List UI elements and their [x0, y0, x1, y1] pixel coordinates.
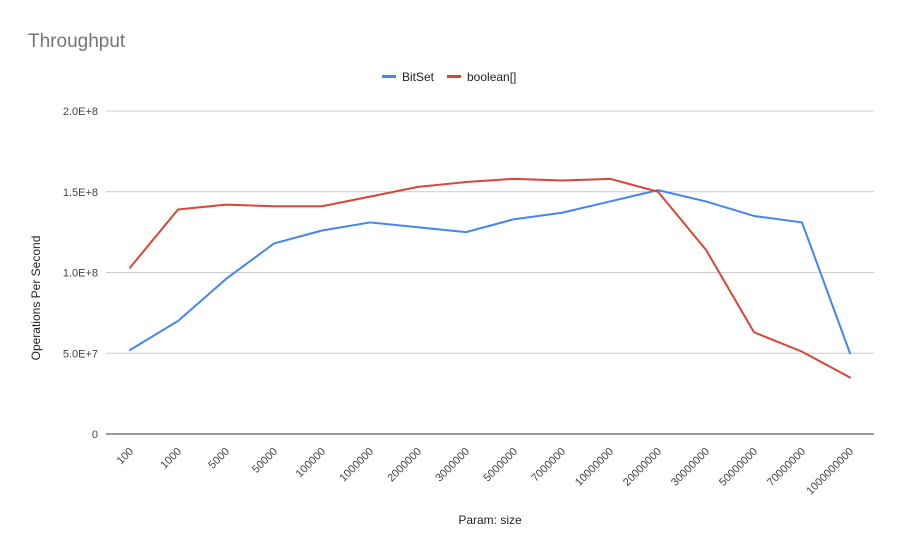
x-tick-label: 10000000	[573, 446, 616, 489]
y-tick-label: 0	[92, 429, 98, 441]
x-tick-label: 1000000	[337, 446, 376, 485]
x-tick-label: 1000000000	[804, 446, 856, 498]
x-tick-label: 30000000	[669, 446, 712, 489]
data-point	[224, 203, 228, 207]
data-point	[704, 248, 708, 252]
data-point	[368, 195, 372, 199]
legend-label-boolean: boolean[]	[467, 70, 516, 84]
data-point	[608, 177, 612, 181]
x-axis-title: Param: size	[458, 513, 522, 527]
data-point	[128, 348, 132, 352]
chart-title: Throughput	[28, 31, 126, 52]
x-tick-label: 50000	[250, 446, 280, 476]
data-point	[176, 208, 180, 212]
data-point	[512, 217, 516, 221]
data-point	[848, 375, 852, 379]
y-tick-label: 5.0E+7	[63, 348, 98, 360]
data-point	[704, 199, 708, 203]
data-point	[464, 180, 468, 184]
x-tick-label: 100000	[294, 446, 328, 480]
data-point	[512, 177, 516, 181]
x-tick-label: 100	[115, 446, 136, 467]
data-point	[560, 178, 564, 182]
data-point	[560, 211, 564, 215]
data-point	[320, 204, 324, 208]
series-bitset	[128, 189, 852, 355]
series-line	[129, 177, 851, 379]
legend-label-bitset: BitSet	[402, 70, 435, 84]
data-point	[224, 277, 228, 281]
data-point	[368, 220, 372, 224]
x-tick-label: 7000000	[529, 446, 568, 485]
data-point	[800, 350, 804, 354]
y-axis-title: Operations Per Second	[29, 236, 43, 361]
x-tick-label: 3000000	[433, 446, 472, 485]
data-point	[608, 199, 612, 203]
data-point	[128, 266, 132, 270]
data-point	[800, 220, 804, 224]
x-tick-label: 20000000	[621, 446, 664, 489]
x-tick-label: 50000000	[717, 446, 760, 489]
data-point	[656, 190, 660, 194]
y-tick-label: 1.5E+8	[63, 187, 98, 199]
y-tick-label: 1.0E+8	[63, 268, 98, 280]
data-point	[272, 241, 276, 245]
x-tick-label: 70000000	[765, 446, 808, 489]
x-tick-label: 1000	[158, 446, 184, 472]
data-point	[176, 319, 180, 323]
data-point	[752, 214, 756, 218]
data-point	[416, 225, 420, 229]
data-point	[416, 185, 420, 189]
data-point	[464, 230, 468, 234]
legend-swatch-boolean	[447, 75, 461, 78]
legend: BitSet boolean[]	[382, 70, 516, 84]
legend-swatch-bitset	[382, 75, 396, 78]
data-point	[320, 229, 324, 233]
series-line	[129, 189, 851, 355]
x-tick-label: 5000000	[481, 446, 520, 485]
x-tick-label: 2000000	[385, 446, 424, 485]
series-boolean	[128, 177, 852, 379]
data-point	[848, 351, 852, 355]
y-tick-label: 2.0E+8	[63, 106, 98, 118]
data-point	[272, 204, 276, 208]
x-tick-label: 5000	[206, 446, 232, 472]
data-point	[752, 330, 756, 334]
